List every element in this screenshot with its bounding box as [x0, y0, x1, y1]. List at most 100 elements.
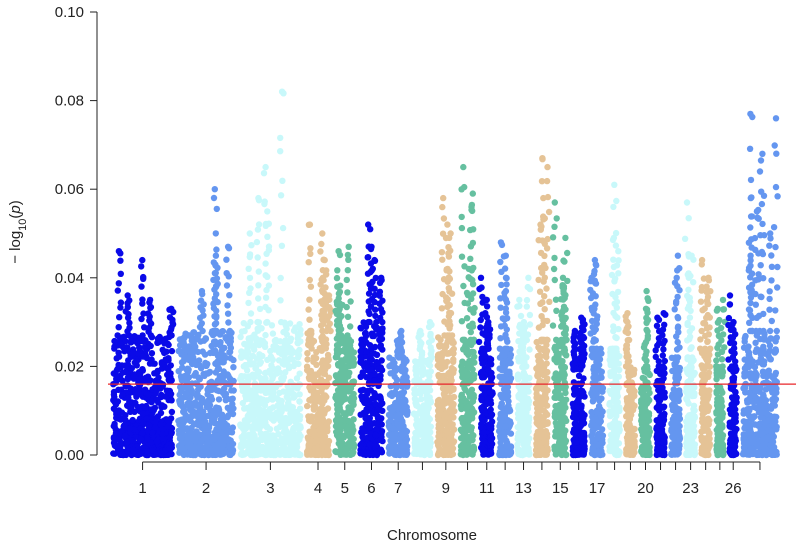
data-point: [385, 422, 393, 430]
data-point: [521, 400, 529, 407]
data-point: [116, 314, 123, 321]
data-point: [357, 348, 364, 355]
data-point: [287, 345, 294, 352]
data-point: [322, 360, 329, 367]
chromosome-12-points: [496, 239, 515, 459]
data-point: [138, 315, 145, 323]
data-point: [192, 369, 199, 377]
data-point: [479, 414, 486, 422]
data-point: [540, 372, 548, 379]
chromosome-11-points: [475, 274, 496, 458]
data-point: [371, 285, 378, 292]
data-point: [199, 414, 206, 421]
data-point: [307, 387, 314, 394]
data-point: [526, 311, 534, 319]
data-point: [130, 373, 138, 381]
data-point: [323, 267, 330, 274]
data-point: [223, 282, 231, 289]
data-point: [502, 422, 509, 430]
data-point: [208, 378, 215, 385]
data-point: [504, 417, 511, 424]
chromosome-9-points: [434, 194, 458, 459]
data-point: [254, 370, 261, 377]
data-point: [578, 421, 586, 428]
data-point: [117, 304, 124, 311]
data-point: [317, 248, 324, 255]
data-point: [286, 320, 294, 327]
data-point: [412, 364, 419, 371]
data-point: [536, 440, 544, 448]
data-point: [226, 443, 234, 451]
data-point: [261, 198, 268, 205]
data-point: [542, 428, 550, 435]
data-point: [253, 238, 261, 246]
data-point: [504, 450, 511, 457]
data-point: [480, 438, 488, 445]
data-point: [551, 413, 558, 420]
data-point: [139, 410, 146, 417]
data-point: [119, 391, 126, 398]
data-point: [148, 399, 155, 406]
data-point: [296, 451, 304, 459]
data-point: [478, 284, 485, 291]
data-point: [229, 401, 236, 408]
data-point: [393, 365, 400, 372]
data-point: [411, 395, 419, 402]
data-point: [447, 430, 454, 437]
data-point: [457, 426, 465, 433]
data-point: [201, 399, 208, 406]
data-point: [266, 413, 273, 420]
data-point: [226, 406, 233, 414]
data-point: [340, 361, 347, 369]
data-point: [366, 441, 374, 448]
data-point: [502, 296, 510, 303]
data-point: [549, 234, 557, 241]
data-point: [306, 296, 313, 303]
chromosome-3-points: [237, 88, 304, 459]
data-point: [254, 318, 261, 326]
data-point: [347, 298, 354, 305]
data-point: [367, 372, 374, 379]
data-point: [371, 291, 379, 299]
data-point: [347, 323, 354, 330]
data-point: [237, 423, 245, 430]
data-point: [243, 396, 250, 403]
data-point: [280, 444, 288, 451]
data-point: [259, 378, 266, 385]
data-point: [319, 327, 326, 335]
data-point: [163, 387, 171, 394]
data-point: [481, 384, 489, 391]
data-point: [464, 411, 471, 418]
data-point: [145, 391, 152, 398]
data-point: [254, 254, 261, 261]
chromosome-5-points: [332, 243, 358, 458]
data-point: [226, 327, 234, 335]
data-point: [260, 170, 268, 177]
peak-point: [440, 194, 447, 202]
data-point: [550, 265, 558, 273]
data-point: [226, 292, 233, 299]
data-point: [435, 424, 442, 432]
peak-point: [537, 221, 544, 228]
data-point: [541, 261, 548, 269]
data-point: [564, 249, 571, 257]
data-point: [459, 358, 466, 365]
data-point: [239, 436, 246, 443]
peak-point: [447, 230, 454, 237]
peak-point: [378, 274, 385, 281]
data-point: [538, 336, 545, 343]
data-point: [306, 428, 313, 435]
peak-point: [306, 221, 314, 228]
data-point: [387, 370, 394, 377]
data-point: [545, 208, 553, 216]
peak-point: [345, 243, 352, 250]
data-point: [311, 428, 319, 435]
data-point: [377, 305, 385, 313]
data-point: [400, 363, 407, 371]
data-point: [283, 415, 290, 422]
data-point: [289, 435, 296, 442]
data-point: [289, 430, 296, 437]
data-point: [467, 243, 475, 250]
data-point: [179, 364, 186, 371]
data-point: [206, 412, 213, 420]
